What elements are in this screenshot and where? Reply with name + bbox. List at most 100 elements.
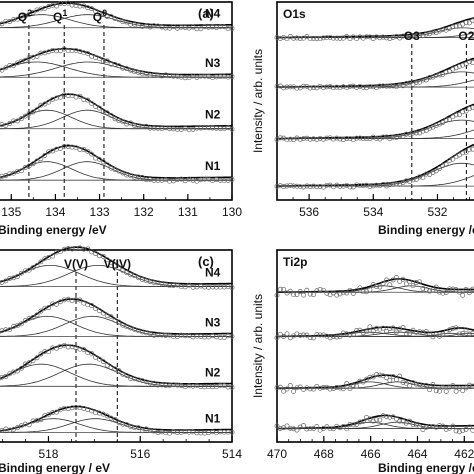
data-point (354, 288, 360, 294)
x-tick-label: 462 (454, 447, 474, 461)
data-point (317, 135, 323, 141)
data-point (337, 385, 343, 391)
data-point (470, 60, 474, 66)
data-point (470, 286, 474, 292)
series-component (277, 71, 474, 88)
data-point (128, 120, 134, 126)
data-point (291, 388, 297, 394)
data-point (18, 116, 24, 122)
data-point (112, 317, 118, 323)
data-point (100, 411, 106, 417)
data-point (314, 424, 320, 430)
data-point (54, 3, 59, 9)
data-point (96, 356, 102, 362)
data-point (301, 83, 306, 89)
data-point (417, 329, 423, 335)
data-point (311, 292, 316, 298)
data-point (407, 279, 413, 285)
data-point (440, 384, 446, 390)
data-point (7, 19, 13, 24)
data-point (104, 362, 110, 368)
data-point (440, 331, 446, 337)
data-point (46, 411, 52, 417)
data-point (423, 382, 429, 388)
data-point (354, 182, 360, 188)
data-point (390, 134, 396, 140)
panel-3 (274, 249, 474, 443)
x-tick-label: 132 (134, 205, 154, 219)
data-point (281, 34, 287, 40)
peak-marker-label: Q0 (93, 8, 107, 24)
data-point (143, 71, 149, 76)
data-point (281, 388, 287, 394)
data-point (34, 312, 40, 318)
y-axis-label: Intensity / arb. units (251, 49, 265, 153)
series-label: N2 (205, 365, 221, 379)
data-point (470, 330, 474, 336)
x-tick-label: 470 (267, 447, 287, 461)
data-point (347, 136, 353, 142)
data-point (380, 134, 386, 140)
data-point (124, 19, 130, 25)
data-point (423, 31, 429, 37)
data-point (284, 331, 290, 337)
data-point (291, 292, 297, 298)
data-point (3, 65, 9, 71)
data-point (420, 128, 426, 134)
data-point (15, 118, 20, 124)
data-point (330, 334, 336, 339)
data-point (410, 422, 416, 427)
data-point (287, 136, 293, 142)
series-label: N2 (205, 108, 221, 122)
data-point (344, 136, 350, 141)
data-point (112, 116, 118, 122)
data-point (347, 332, 353, 338)
data-point (470, 146, 474, 152)
data-point (81, 3, 87, 9)
data-point (311, 136, 316, 142)
data-point (393, 181, 399, 187)
data-point (26, 422, 32, 428)
data-point (437, 165, 442, 171)
data-point (390, 374, 396, 379)
data-point (116, 368, 122, 374)
data-point (297, 332, 303, 338)
data-point (18, 270, 24, 276)
data-point (377, 417, 383, 423)
data-point (93, 103, 98, 109)
data-point (423, 329, 429, 335)
data-point (347, 83, 353, 89)
data-point (440, 423, 446, 429)
data-point (400, 83, 406, 89)
data-point (50, 253, 56, 259)
data-point (384, 375, 389, 381)
data-point (274, 35, 280, 40)
data-point (294, 85, 300, 91)
data-point (0, 21, 5, 27)
data-point (100, 359, 106, 365)
data-point (291, 183, 297, 189)
series-component (277, 162, 474, 187)
data-point (77, 297, 83, 303)
data-point (456, 331, 462, 337)
data-point (38, 156, 44, 162)
data-point (463, 149, 469, 155)
data-point (112, 263, 118, 269)
data-point (301, 184, 306, 190)
data-point (360, 289, 366, 295)
data-point (3, 173, 9, 179)
data-point (463, 108, 469, 114)
data-point (57, 249, 63, 255)
data-point (210, 178, 215, 184)
data-point (301, 136, 306, 142)
series-line (277, 17, 474, 39)
data-point (334, 135, 340, 141)
data-point (364, 34, 369, 40)
data-point (221, 24, 227, 30)
data-point (61, 342, 67, 348)
data-point (463, 20, 469, 26)
data-point (427, 423, 433, 429)
data-point (50, 148, 56, 154)
data-point (93, 354, 98, 360)
data-point (397, 373, 403, 379)
